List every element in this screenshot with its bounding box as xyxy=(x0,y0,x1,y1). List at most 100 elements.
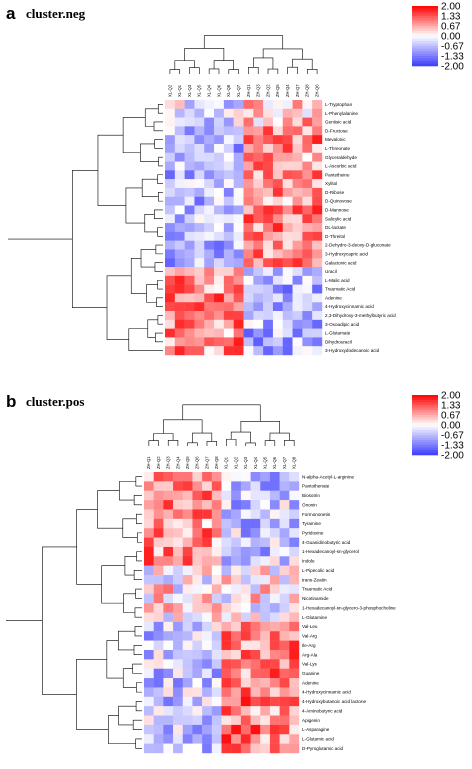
row-label: L-Malic acid xyxy=(325,278,350,283)
heatmap-cell xyxy=(231,593,242,604)
heatmap-cell xyxy=(263,126,274,136)
heatmap-cell xyxy=(250,593,261,604)
heatmap-cell xyxy=(253,214,264,224)
heatmap-cell xyxy=(153,575,164,585)
heatmap-cell xyxy=(253,135,264,145)
heatmap-cell xyxy=(243,179,254,189)
heatmap-cell xyxy=(282,337,293,347)
heatmap-cell xyxy=(253,293,264,303)
heatmap-cell xyxy=(263,196,274,206)
heatmap-cell xyxy=(253,223,264,233)
heatmap-cell xyxy=(263,267,274,277)
heatmap-cell xyxy=(174,187,185,197)
heatmap-cell xyxy=(233,293,244,303)
heatmap-cell xyxy=(312,152,323,162)
heatmap-cell xyxy=(260,734,271,744)
heatmap-cell xyxy=(163,556,174,566)
heatmap-cell xyxy=(312,231,323,241)
heatmap-cell xyxy=(174,179,185,189)
heatmap-cell xyxy=(214,108,225,118)
heatmap-cell xyxy=(173,649,183,660)
heatmap-cell xyxy=(184,284,195,294)
heatmap-cell xyxy=(223,223,234,233)
heatmap-cell xyxy=(182,528,193,538)
heatmap-cell xyxy=(192,687,203,697)
heatmap-cell xyxy=(289,490,300,501)
heatmap-cell xyxy=(153,509,164,520)
heatmap-cell xyxy=(302,337,313,347)
heatmap-cell xyxy=(263,187,274,197)
heatmap-cell xyxy=(243,337,254,347)
heatmap-cell xyxy=(289,546,300,557)
heatmap-cell xyxy=(204,258,215,268)
row-label: L-Glutamate xyxy=(325,331,351,336)
row-label: Ile-Arg xyxy=(302,643,316,648)
heatmap-cell xyxy=(194,267,205,277)
heatmap-cell xyxy=(184,117,195,127)
heatmap-cell xyxy=(163,696,174,707)
color-key-tick-label: 1.33 xyxy=(441,12,461,23)
heatmap-cell xyxy=(243,214,254,224)
heatmap-cell xyxy=(174,240,185,250)
heatmap-cell xyxy=(279,631,290,641)
heatmap-cell xyxy=(214,223,225,233)
heatmap-cell xyxy=(243,100,254,109)
heatmap-cell xyxy=(182,593,193,604)
heatmap-cell xyxy=(211,509,222,520)
heatmap-cell xyxy=(292,161,303,171)
heatmap-cell xyxy=(194,258,205,268)
heatmap-cell xyxy=(269,715,280,726)
heatmap-cell xyxy=(240,631,251,641)
heatmap-cell xyxy=(302,231,313,241)
heatmap-cell xyxy=(272,143,283,153)
heatmap-cell xyxy=(289,518,300,529)
heatmap-cell xyxy=(269,631,280,641)
heatmap-cell xyxy=(214,143,225,153)
heatmap-cell xyxy=(211,631,222,641)
color-key-swatch xyxy=(412,422,438,426)
heatmap-cell xyxy=(221,537,232,548)
row-label: Nicotinamide xyxy=(302,596,329,601)
heatmap-cell xyxy=(253,152,264,162)
heatmap-cell xyxy=(253,240,264,250)
row-label: Val-Arg xyxy=(302,634,317,639)
column-label: XL-Q3 xyxy=(187,84,192,97)
heatmap-cell xyxy=(253,170,264,180)
heatmap-cell xyxy=(194,187,205,197)
heatmap-cell xyxy=(165,179,176,189)
heatmap-cell xyxy=(144,724,154,735)
heatmap-cell xyxy=(292,135,303,145)
heatmap-cell xyxy=(165,100,176,109)
row-label: 4-Aminobutyric acid xyxy=(302,708,343,713)
row-label: Uracil xyxy=(325,269,337,274)
heatmap-cell xyxy=(194,143,205,153)
heatmap-cell xyxy=(182,584,193,594)
heatmap-cell xyxy=(292,311,303,321)
heatmap-cell xyxy=(279,724,290,735)
heatmap-cell xyxy=(272,179,283,189)
heatmap-cell xyxy=(250,640,261,651)
color-key-swatch xyxy=(412,58,438,62)
heatmap-cell xyxy=(153,481,164,491)
heatmap-cell xyxy=(214,231,225,241)
heatmap-cell xyxy=(279,528,290,538)
heatmap-cell xyxy=(243,161,254,171)
heatmap-cell xyxy=(279,649,290,660)
heatmap-cell xyxy=(279,565,290,576)
heatmap-cell xyxy=(243,311,254,321)
heatmap-cell xyxy=(204,319,215,329)
heatmap-cell xyxy=(233,223,244,233)
heatmap-cell xyxy=(192,724,203,735)
row-label: Adenine xyxy=(325,295,342,300)
heatmap-cell xyxy=(279,621,290,632)
heatmap-cell xyxy=(204,346,215,356)
heatmap-cell xyxy=(272,293,283,303)
heatmap-cell xyxy=(302,311,313,321)
heatmap-cell xyxy=(204,170,215,180)
color-key-swatch xyxy=(412,11,438,14)
row-label: D-Threitol xyxy=(325,234,345,239)
heatmap-cell xyxy=(289,556,300,566)
row-label: D-Pyroglutamic acid xyxy=(302,746,344,751)
heatmap-cell xyxy=(211,696,222,707)
column-label: XL-Q7 xyxy=(236,84,241,97)
